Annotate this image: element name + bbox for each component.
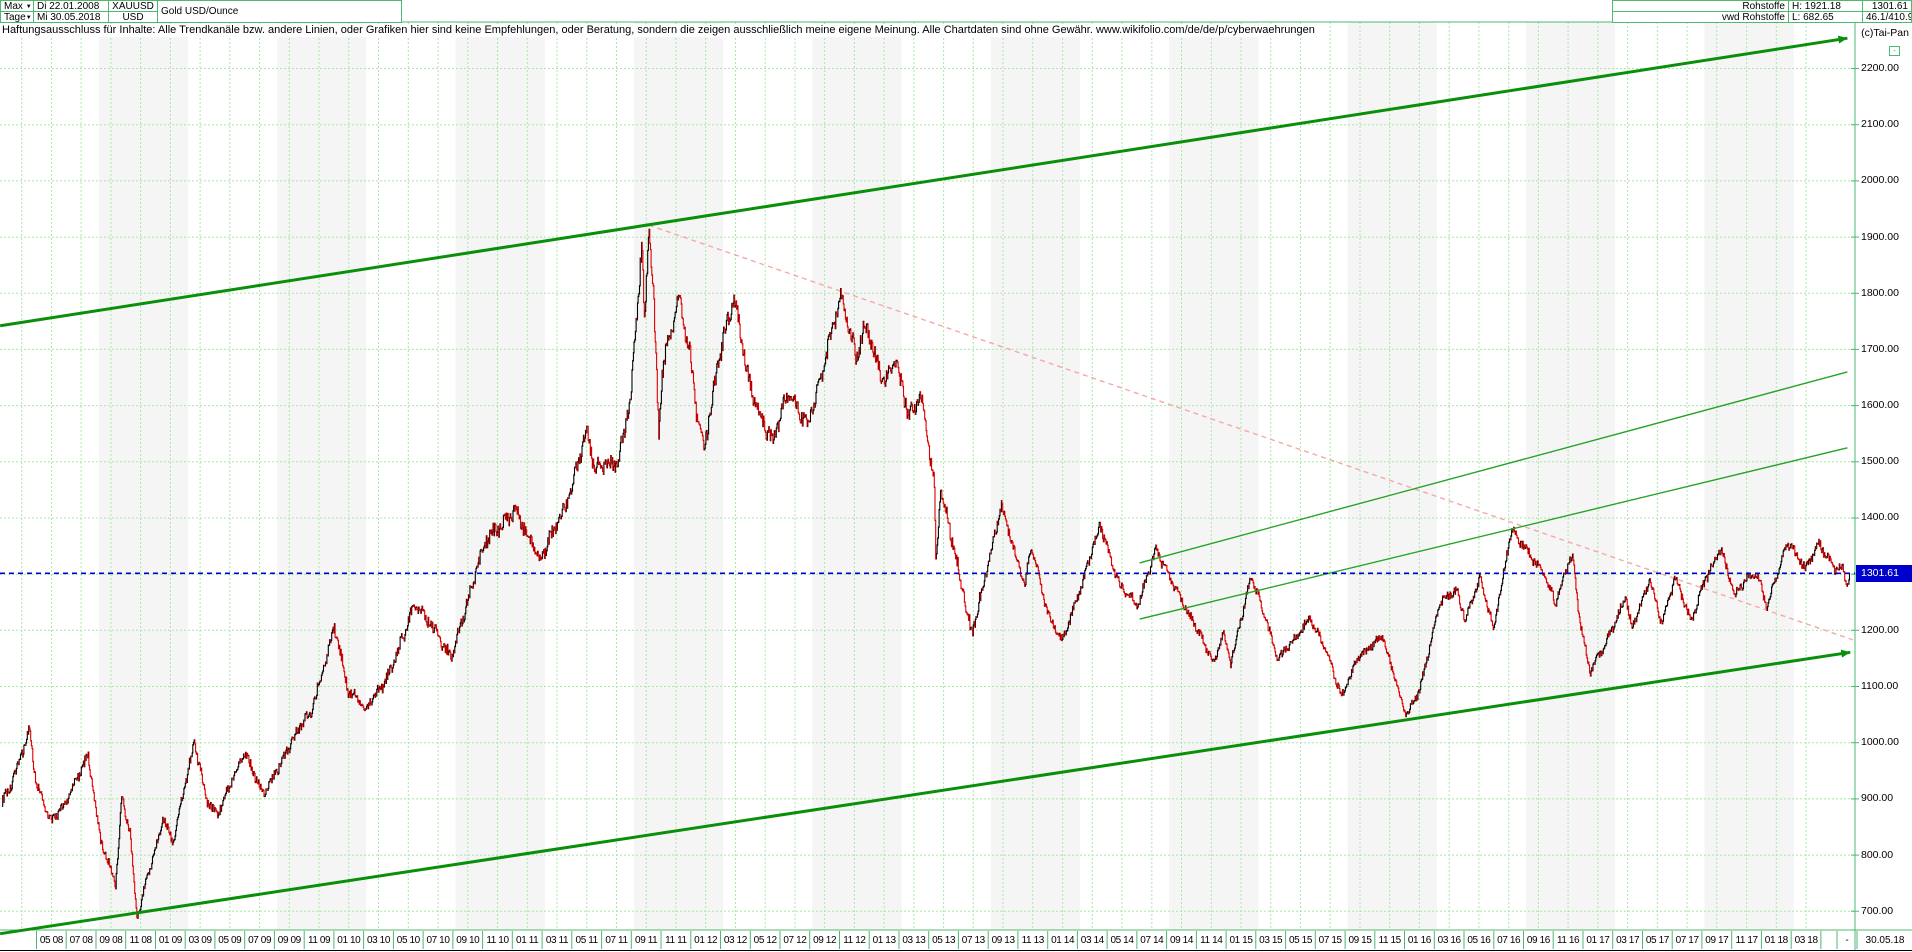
x-axis-label: 03 15 [1259,935,1283,946]
current-price-marker: 1301.61 [1856,565,1912,582]
x-axis-label: 11 13 [1021,935,1045,946]
x-axis-label: 11 15 [1378,935,1402,946]
x-axis-label: 01 13 [872,935,896,946]
x-axis-label: 05 12 [753,935,777,946]
copyright-label: (c)Tai-Pan [1861,27,1909,39]
y-axis-label: 700.00 [1861,905,1894,917]
chevron-down-icon: ▼ [25,15,32,21]
x-axis-label: 05 17 [1645,935,1669,946]
x-axis-label: 05 10 [396,935,420,946]
instrument-title: Gold USD/Ounce [157,0,402,23]
x-axis-label: 09 14 [1169,935,1194,946]
data-source-label: vwd Rohstoffe [1612,11,1789,23]
y-axis-label: 1800.00 [1861,287,1899,299]
x-axis-label: 03 10 [366,935,391,946]
x-axis-label: 05 15 [1288,935,1313,946]
y-axis-label: 1100.00 [1861,680,1899,692]
x-axis-label: 01 18 [1764,935,1788,946]
x-axis-label: 05 14 [1110,935,1134,946]
x-axis-label: 05 16 [1467,935,1491,946]
x-axis-label: 01 12 [694,935,718,946]
x-axis-label: 05 08 [39,935,63,946]
x-axis-label: 01 17 [1586,935,1610,946]
x-axis-label: 11 17 [1735,935,1758,946]
x-axis-label: 11 16 [1556,935,1580,946]
x-axis-label: 09 13 [991,935,1015,946]
y-axis-label: 800.00 [1861,849,1894,861]
range-info-value: 46.1/410.9 [1862,11,1912,23]
candles-up [2,228,1851,919]
x-axis-label: 05 11 [575,935,599,946]
x-axis-label: 11 08 [129,935,152,946]
y-axis-label: 1600.00 [1861,399,1899,411]
trend-inner-lower [1139,447,1848,620]
y-axis-label: 1700.00 [1861,343,1899,355]
candles-down [2,228,1849,919]
x-axis-label: 03 12 [723,935,747,946]
x-axis-label: 05 09 [218,935,242,946]
x-axis-label: 07 09 [248,935,272,946]
date-to[interactable]: Mi 30.05.2018 [33,11,109,23]
currency-label: USD [108,11,158,23]
disclaimer-text: Haftungsausschluss für Inhalte: Alle Tre… [2,24,1318,37]
x-axis-label: 01 15 [1229,935,1253,946]
x-axis-label: 09 16 [1526,935,1550,946]
x-axis-label: 11 11 [665,935,687,946]
x-axis-label: 09 15 [1348,935,1372,946]
x-axis-label: 09 17 [1705,935,1729,946]
chevron-down-icon: ▼ [25,4,32,10]
x-axis-label: 09 11 [635,935,658,946]
x-axis-label: 01 10 [337,935,361,946]
x-axis-label: 03 11 [545,935,569,946]
x-axis-label: 07 14 [1140,935,1164,946]
trend-upper-channel [0,36,1848,328]
x-axis-label: 09 08 [99,935,123,946]
x-axis-label: 11 09 [307,935,331,946]
x-axis-label: 01 16 [1407,935,1431,946]
y-axis-label: 2100.00 [1861,118,1899,130]
x-axis-label: 01 11 [516,935,539,946]
x-axis-label: 03 16 [1437,935,1461,946]
x-axis-label: 07 15 [1318,935,1342,946]
y-axis-label: 1400.00 [1861,511,1899,523]
x-axis-label: 01 14 [1051,935,1075,946]
x-axis-label: 11 12 [843,935,866,946]
y-axis-label: 1500.00 [1861,455,1899,467]
y-axis-label: 1900.00 [1861,231,1899,243]
x-axis-label: 07 16 [1497,935,1521,946]
x-axis-label: 05 13 [932,935,956,946]
y-axis-label: 1000.00 [1861,736,1899,748]
x-axis-label: 09 09 [277,935,301,946]
x-axis-label: 07 10 [426,935,450,946]
trend-lower-channel [0,650,1851,936]
period-selector[interactable]: Tage▼ [0,11,34,23]
x-axis-label: 07 11 [605,935,628,946]
y-axis-label: 1200.00 [1861,624,1899,636]
x-axis-label: 01 09 [158,935,182,946]
x-axis-label: 07 17 [1675,935,1699,946]
trend-inner-upper [1139,371,1848,564]
x-axis-label: 07 12 [783,935,807,946]
x-axis-label: 03 17 [1616,935,1640,946]
low-value: L: 682.65 [1788,11,1863,23]
x-axis-label: 11 14 [1200,935,1223,946]
x-axis-label: 07 08 [69,935,93,946]
x-axis-label: 07 13 [961,935,985,946]
y-axis-label: 900.00 [1861,792,1894,804]
x-axis-label: 03 09 [188,935,212,946]
x-axis-label: 11 10 [486,935,509,946]
x-axis-end-date: 30.05.18 [1865,935,1905,946]
y-axis-label: 2200.00 [1861,62,1899,74]
x-axis-label: 03 14 [1080,935,1104,946]
x-axis-label: 09 10 [456,935,480,946]
x-axis-label: 09 12 [813,935,837,946]
x-axis-separator: - [1845,935,1849,946]
collapse-pane-button[interactable]: - [1889,46,1900,56]
x-axis-label: 03 18 [1794,935,1818,946]
x-axis-label: 03 13 [902,935,926,946]
y-axis-label: 2000.00 [1861,174,1899,186]
